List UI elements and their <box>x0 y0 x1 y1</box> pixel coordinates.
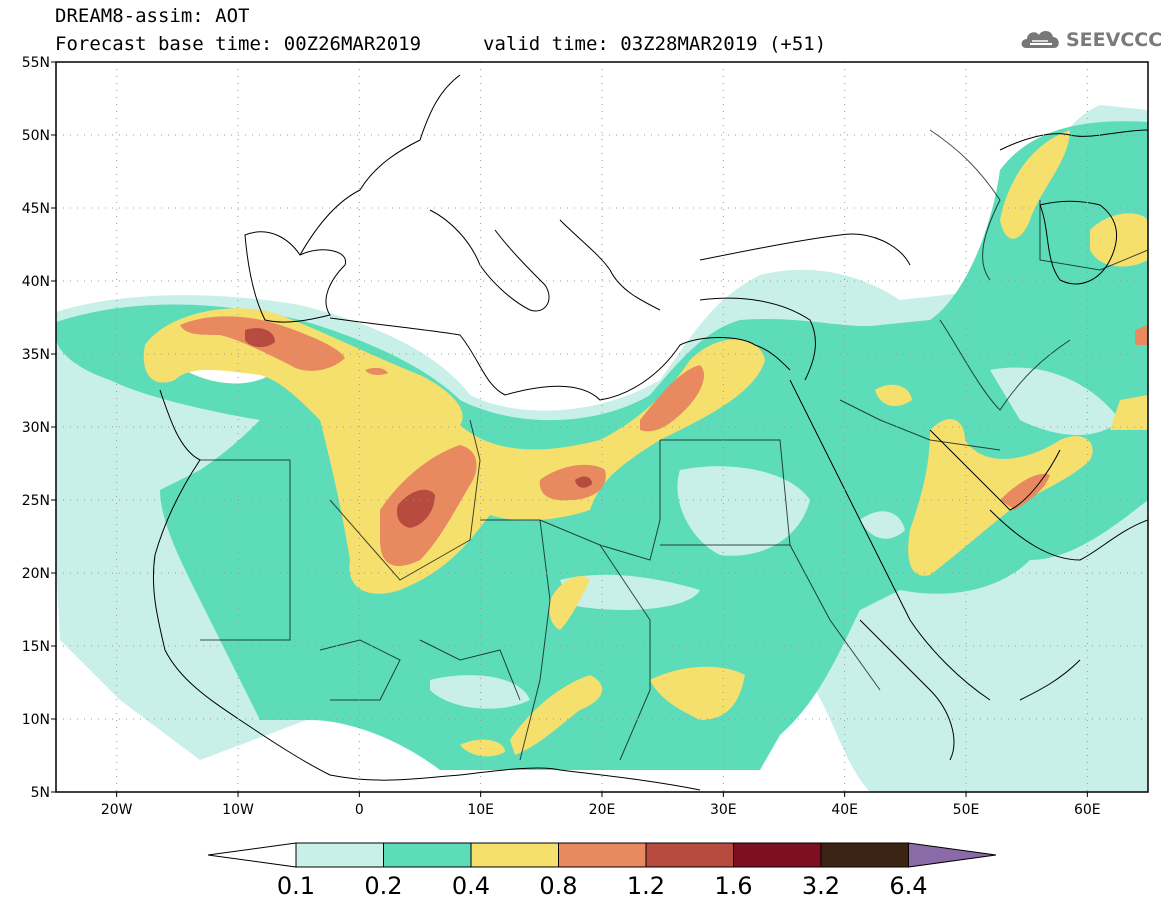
lon-label: 30E <box>710 802 737 818</box>
lat-label: 45N <box>22 201 50 217</box>
colorbar-segment <box>733 842 822 868</box>
colorbar-extend-high <box>908 842 997 868</box>
lat-label: 50N <box>22 128 50 144</box>
colorbar-label: 3.2 <box>802 872 840 900</box>
colorbar-label: 0.2 <box>364 872 402 900</box>
lat-label: 30N <box>22 420 50 436</box>
lon-label: 60E <box>1074 802 1101 818</box>
lat-label: 25N <box>22 493 50 509</box>
longitude-labels: 20W 10W 0 10E 20E 30E 40E 50E 60E <box>101 802 1101 818</box>
colorbar-label: 0.8 <box>539 872 577 900</box>
lat-label: 55N <box>22 55 50 71</box>
colorbar-label: 1.6 <box>714 872 752 900</box>
lat-label: 40N <box>22 274 50 290</box>
lon-label: 10E <box>467 802 494 818</box>
latitude-labels: 55N 50N 45N 40N 35N 30N 25N 20N 15N 10N 5N <box>22 55 50 801</box>
lat-label: 35N <box>22 347 50 363</box>
valid-time: valid time: 03Z28MAR2019 (+51) <box>483 33 827 55</box>
lon-label: 10W <box>222 802 254 818</box>
lon-label: 20W <box>101 802 133 818</box>
map-title: DREAM8-assim: AOT <box>55 5 250 27</box>
colorbar-segment <box>820 842 909 868</box>
colorbar-labels: 0.1 0.2 0.4 0.8 1.2 1.6 3.2 6.4 <box>277 872 928 900</box>
colorbar-label: 0.1 <box>277 872 315 900</box>
map-grid <box>56 62 1148 792</box>
lat-label: 10N <box>22 712 50 728</box>
aot-field <box>56 62 1148 792</box>
colorbar-label: 0.4 <box>452 872 490 900</box>
colorbar <box>207 842 997 868</box>
lon-label: 50E <box>953 802 980 818</box>
lat-label: 20N <box>22 566 50 582</box>
lat-label: 5N <box>31 785 50 801</box>
lon-label: 20E <box>589 802 616 818</box>
colorbar-segment <box>295 842 384 868</box>
colorbar-extend-low <box>207 842 297 868</box>
colorbar-label: 6.4 <box>889 872 927 900</box>
colorbar-segment <box>558 842 647 868</box>
cloud-icon <box>1021 31 1059 48</box>
coastlines <box>152 74 1148 791</box>
lat-label: 15N <box>22 639 50 655</box>
logo-text: SEEVCCC <box>1066 29 1163 51</box>
colorbar-label: 1.2 <box>627 872 665 900</box>
lon-label: 40E <box>831 802 858 818</box>
forecast-base-time: Forecast base time: 00Z26MAR2019 <box>55 33 422 55</box>
colorbar-segment <box>645 842 734 868</box>
colorbar-segment <box>470 842 559 868</box>
colorbar-segment <box>383 842 472 868</box>
lon-label: 0 <box>355 802 364 818</box>
